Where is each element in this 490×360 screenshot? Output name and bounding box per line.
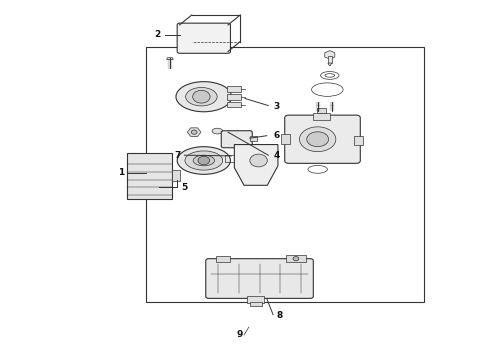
Ellipse shape xyxy=(299,127,336,152)
Bar xyxy=(127,153,172,199)
Text: 3: 3 xyxy=(273,102,279,111)
Text: 6: 6 xyxy=(273,131,279,140)
Ellipse shape xyxy=(185,151,223,170)
Text: 4: 4 xyxy=(273,152,279,161)
FancyBboxPatch shape xyxy=(285,115,360,163)
Ellipse shape xyxy=(212,128,223,134)
Bar xyxy=(250,136,257,141)
Text: 9: 9 xyxy=(237,330,244,339)
Polygon shape xyxy=(325,51,335,59)
Text: 5: 5 xyxy=(181,183,187,192)
Bar xyxy=(216,256,230,262)
Circle shape xyxy=(250,154,267,167)
Text: 8: 8 xyxy=(277,311,283,320)
Bar xyxy=(172,170,180,181)
FancyBboxPatch shape xyxy=(177,23,230,53)
Text: 1: 1 xyxy=(118,168,124,177)
Polygon shape xyxy=(328,63,332,66)
Ellipse shape xyxy=(186,87,217,106)
Bar xyxy=(227,102,241,107)
Ellipse shape xyxy=(307,132,329,147)
Ellipse shape xyxy=(193,155,215,166)
Bar xyxy=(247,296,265,303)
Bar xyxy=(317,108,326,113)
FancyBboxPatch shape xyxy=(206,259,313,298)
Bar xyxy=(146,47,424,302)
Bar xyxy=(286,255,306,262)
Bar xyxy=(328,56,332,63)
Ellipse shape xyxy=(177,147,230,174)
Bar xyxy=(227,86,241,92)
Circle shape xyxy=(191,130,197,134)
Circle shape xyxy=(293,257,299,261)
FancyBboxPatch shape xyxy=(221,131,252,148)
Polygon shape xyxy=(167,58,173,59)
Ellipse shape xyxy=(176,82,232,112)
Bar xyxy=(354,136,363,145)
Bar xyxy=(313,113,330,121)
Bar xyxy=(281,134,290,144)
Text: 7: 7 xyxy=(174,151,181,160)
Text: 2: 2 xyxy=(154,30,160,39)
Bar xyxy=(227,94,241,100)
Bar xyxy=(250,302,262,306)
Circle shape xyxy=(198,156,210,165)
Circle shape xyxy=(193,90,210,103)
Polygon shape xyxy=(187,128,201,136)
Polygon shape xyxy=(234,145,278,185)
